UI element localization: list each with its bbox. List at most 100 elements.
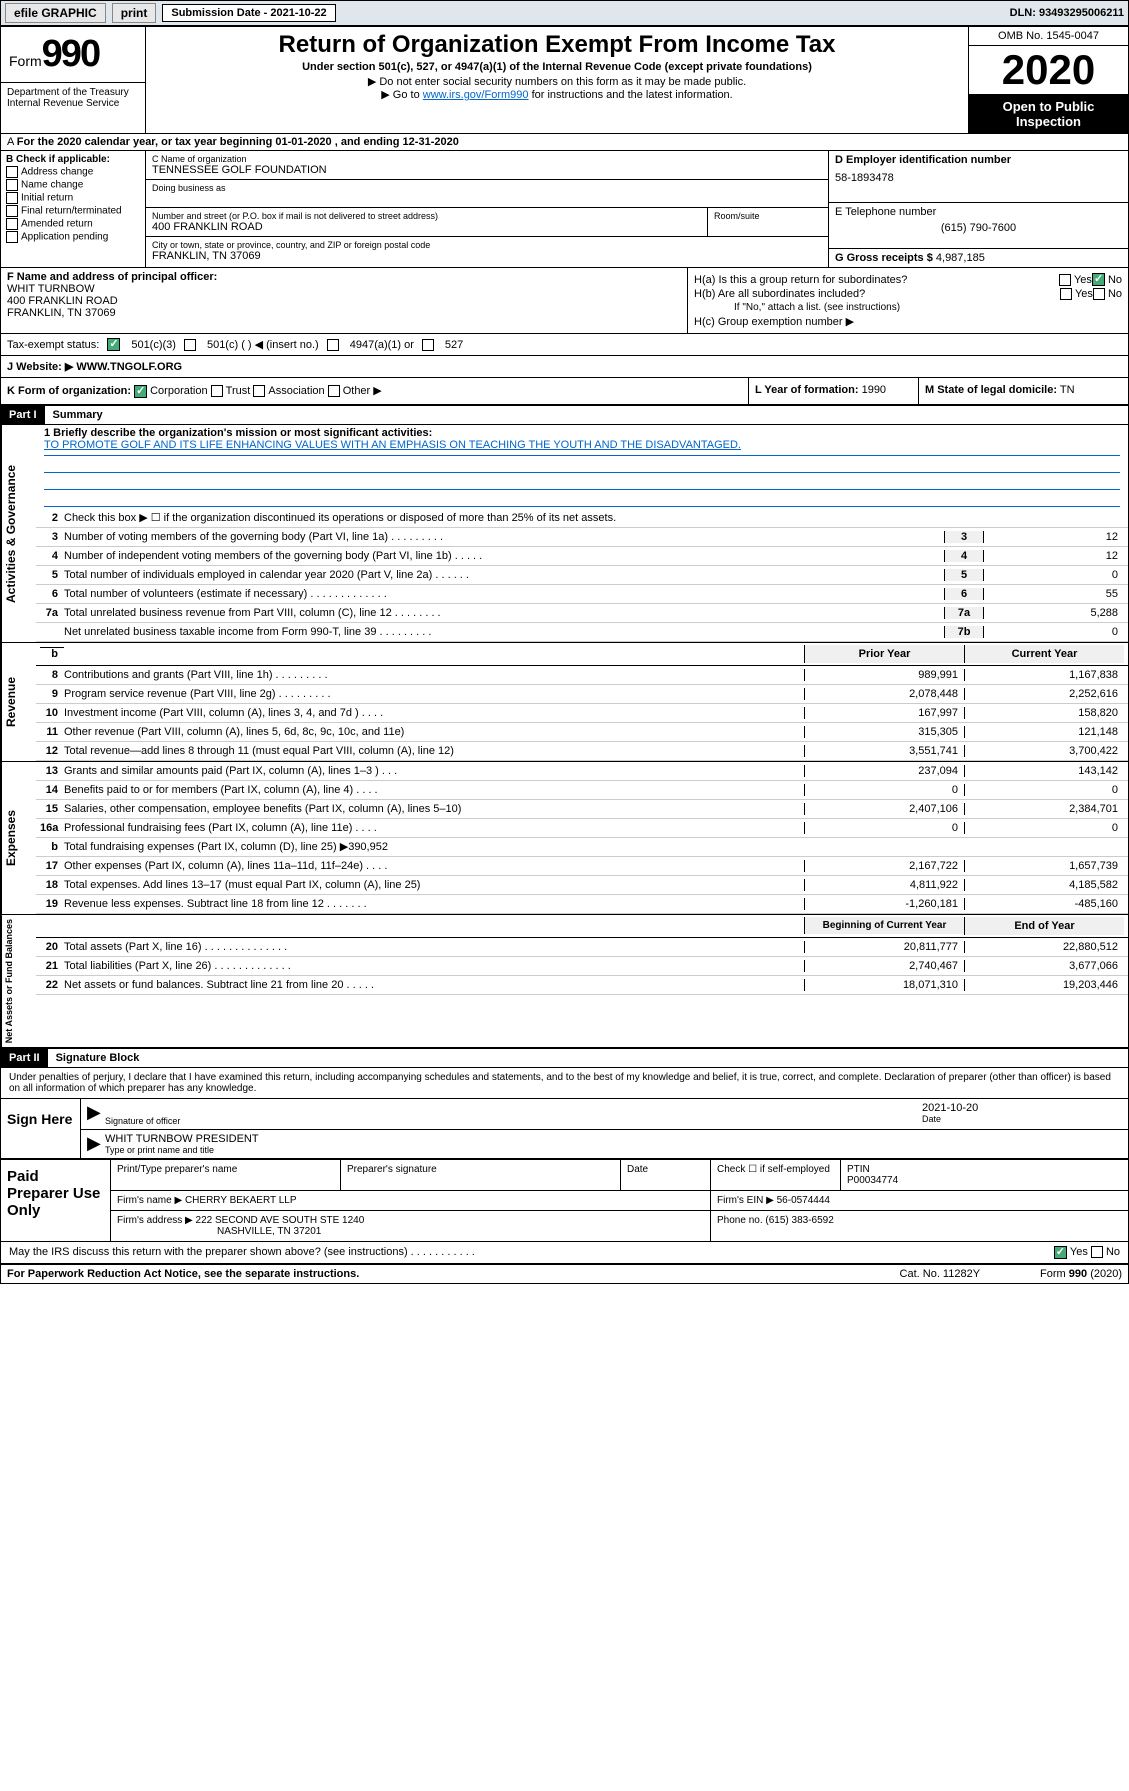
chk-527[interactable]	[422, 339, 434, 351]
chk-amended[interactable]: Amended return	[6, 218, 140, 230]
gov-line: 4Number of independent voting members of…	[36, 547, 1128, 566]
chk-501c[interactable]	[184, 339, 196, 351]
note2-pre: ▶ Go to	[381, 89, 422, 101]
chk-4947[interactable]	[327, 339, 339, 351]
discuss-no-chk[interactable]	[1091, 1246, 1103, 1258]
mission-block: 1 Briefly describe the organization's mi…	[36, 425, 1128, 509]
chk-name[interactable]: Name change	[6, 179, 140, 191]
gross-box: G Gross receipts $ 4,987,185	[829, 249, 1128, 267]
sig-arrow-1: ▶	[87, 1102, 105, 1126]
officer-city: FRANKLIN, TN 37069	[7, 307, 681, 319]
street-box: Number and street (or P.O. box if mail i…	[146, 208, 708, 236]
h-b-note: If "No," attach a list. (see instruction…	[694, 302, 1122, 313]
form-id: Form990	[1, 27, 146, 82]
chk-trust[interactable]	[211, 385, 223, 397]
print-btn[interactable]: print	[112, 3, 157, 23]
part2-title: Signature Block	[48, 1049, 148, 1067]
data-line: 9Program service revenue (Part VIII, lin…	[36, 685, 1128, 704]
501c3: 501(c)(3)	[131, 339, 176, 351]
hdr-begin: Beginning of Current Year	[804, 917, 964, 934]
footer-form: Form 990 (2020)	[1040, 1268, 1122, 1280]
officer-sig-name: WHIT TURNBOW PRESIDENT	[105, 1133, 1122, 1145]
data-line: 17Other expenses (Part IX, column (A), l…	[36, 857, 1128, 876]
tax-period: A For the 2020 calendar year, or tax yea…	[1, 134, 1128, 151]
ha-no[interactable]: No	[1108, 274, 1122, 286]
chk-corp[interactable]	[134, 385, 147, 398]
l-value: 1990	[862, 384, 886, 396]
website-value: WWW.TNGOLF.ORG	[76, 361, 182, 373]
4947: 4947(a)(1) or	[350, 339, 414, 351]
data-line: 10Investment income (Part VIII, column (…	[36, 704, 1128, 723]
hb-no[interactable]: No	[1108, 288, 1122, 300]
firm-label: Firm's name ▶	[117, 1195, 182, 1206]
vtab-rev: Revenue	[1, 643, 36, 761]
vtab-net: Net Assets or Fund Balances	[1, 915, 36, 1047]
data-line: 18Total expenses. Add lines 13–17 (must …	[36, 876, 1128, 895]
discuss-row: May the IRS discuss this return with the…	[1, 1241, 1128, 1263]
h-a: H(a) Is this a group return for subordin…	[694, 274, 1059, 286]
officer-street: 400 FRANKLIN ROAD	[7, 295, 681, 307]
h-c: H(c) Group exemption number ▶	[694, 315, 854, 328]
dept: Department of the Treasury Internal Reve…	[1, 82, 145, 113]
k-corp: Corporation	[150, 385, 207, 397]
gov-line: 2Check this box ▶ ☐ if the organization …	[36, 509, 1128, 528]
gov-line: Net unrelated business taxable income fr…	[36, 623, 1128, 642]
col-b-checks: B Check if applicable: Address change Na…	[1, 151, 146, 267]
527: 527	[445, 339, 463, 351]
chk-pending[interactable]: Application pending	[6, 231, 140, 243]
chk-501c3[interactable]	[107, 338, 120, 351]
ein-label: D Employer identification number	[835, 154, 1122, 166]
efile-btn[interactable]: efile GRAPHIC	[5, 3, 106, 23]
title-block: Return of Organization Exempt From Incom…	[146, 27, 968, 133]
firm-ein: 56-0574444	[777, 1195, 830, 1206]
data-line: 12Total revenue—add lines 8 through 11 (…	[36, 742, 1128, 761]
l-box: L Year of formation: 1990	[748, 378, 918, 404]
discuss-yes-chk[interactable]	[1054, 1246, 1067, 1259]
irs-link[interactable]: www.irs.gov/Form990	[423, 89, 529, 101]
firm-addr1: 222 SECOND AVE SOUTH STE 1240	[196, 1215, 365, 1226]
hb-yes[interactable]: Yes	[1075, 288, 1093, 300]
sig-name-label: Type or print name and title	[105, 1145, 1122, 1155]
firm-phone: (615) 383-6592	[765, 1215, 833, 1226]
tel-value: (615) 790-7600	[835, 222, 1122, 234]
discuss-no: No	[1106, 1246, 1120, 1259]
gov-line: 3Number of voting members of the governi…	[36, 528, 1128, 547]
chk-assoc[interactable]	[253, 385, 265, 397]
chk-other[interactable]	[328, 385, 340, 397]
m-label: M State of legal domicile:	[925, 384, 1057, 396]
gov-line: 5Total number of individuals employed in…	[36, 566, 1128, 585]
submission-date: Submission Date - 2021-10-22	[162, 4, 335, 22]
k-box: K Form of organization: Corporation Trus…	[1, 378, 748, 404]
m-box: M State of legal domicile: TN	[918, 378, 1128, 404]
ha-yes[interactable]: Yes	[1074, 274, 1092, 286]
mission-prompt: 1 Briefly describe the organization's mi…	[44, 427, 1120, 439]
website-label: J Website: ▶	[7, 361, 73, 373]
h-b: H(b) Are all subordinates included?	[694, 288, 1060, 300]
k-trust: Trust	[226, 385, 251, 397]
hdr-end: End of Year	[964, 917, 1124, 935]
ein-value: 58-1893478	[835, 172, 1122, 184]
subtitle: Under section 501(c), 527, or 4947(a)(1)…	[154, 61, 960, 73]
k-other: Other ▶	[343, 385, 382, 397]
part1-tag: Part I	[1, 406, 45, 424]
data-line: 21Total liabilities (Part X, line 26) . …	[36, 957, 1128, 976]
chk-initial[interactable]: Initial return	[6, 192, 140, 204]
data-line: 13Grants and similar amounts paid (Part …	[36, 762, 1128, 781]
paid-h4: Check ☐ if self-employed	[711, 1160, 841, 1190]
city-label: City or town, state or province, country…	[152, 240, 822, 250]
tax-year: 2020	[969, 46, 1128, 95]
room-label: Room/suite	[714, 211, 822, 221]
room-box: Room/suite	[708, 208, 828, 236]
data-line: 11Other revenue (Part VIII, column (A), …	[36, 723, 1128, 742]
gross-label: G Gross receipts $	[835, 252, 933, 264]
chk-address[interactable]: Address change	[6, 166, 140, 178]
tel-box: E Telephone number (615) 790-7600	[829, 203, 1128, 249]
paid-h1: Print/Type preparer's name	[111, 1160, 341, 1190]
chk-final[interactable]: Final return/terminated	[6, 205, 140, 217]
discuss-yes: Yes	[1070, 1246, 1088, 1259]
gov-line: 6Total number of volunteers (estimate if…	[36, 585, 1128, 604]
dba-box: Doing business as	[146, 180, 828, 208]
part1-title: Summary	[45, 406, 111, 424]
ptin: P00034774	[847, 1175, 1122, 1186]
c-label: C Name of organization	[152, 154, 822, 164]
